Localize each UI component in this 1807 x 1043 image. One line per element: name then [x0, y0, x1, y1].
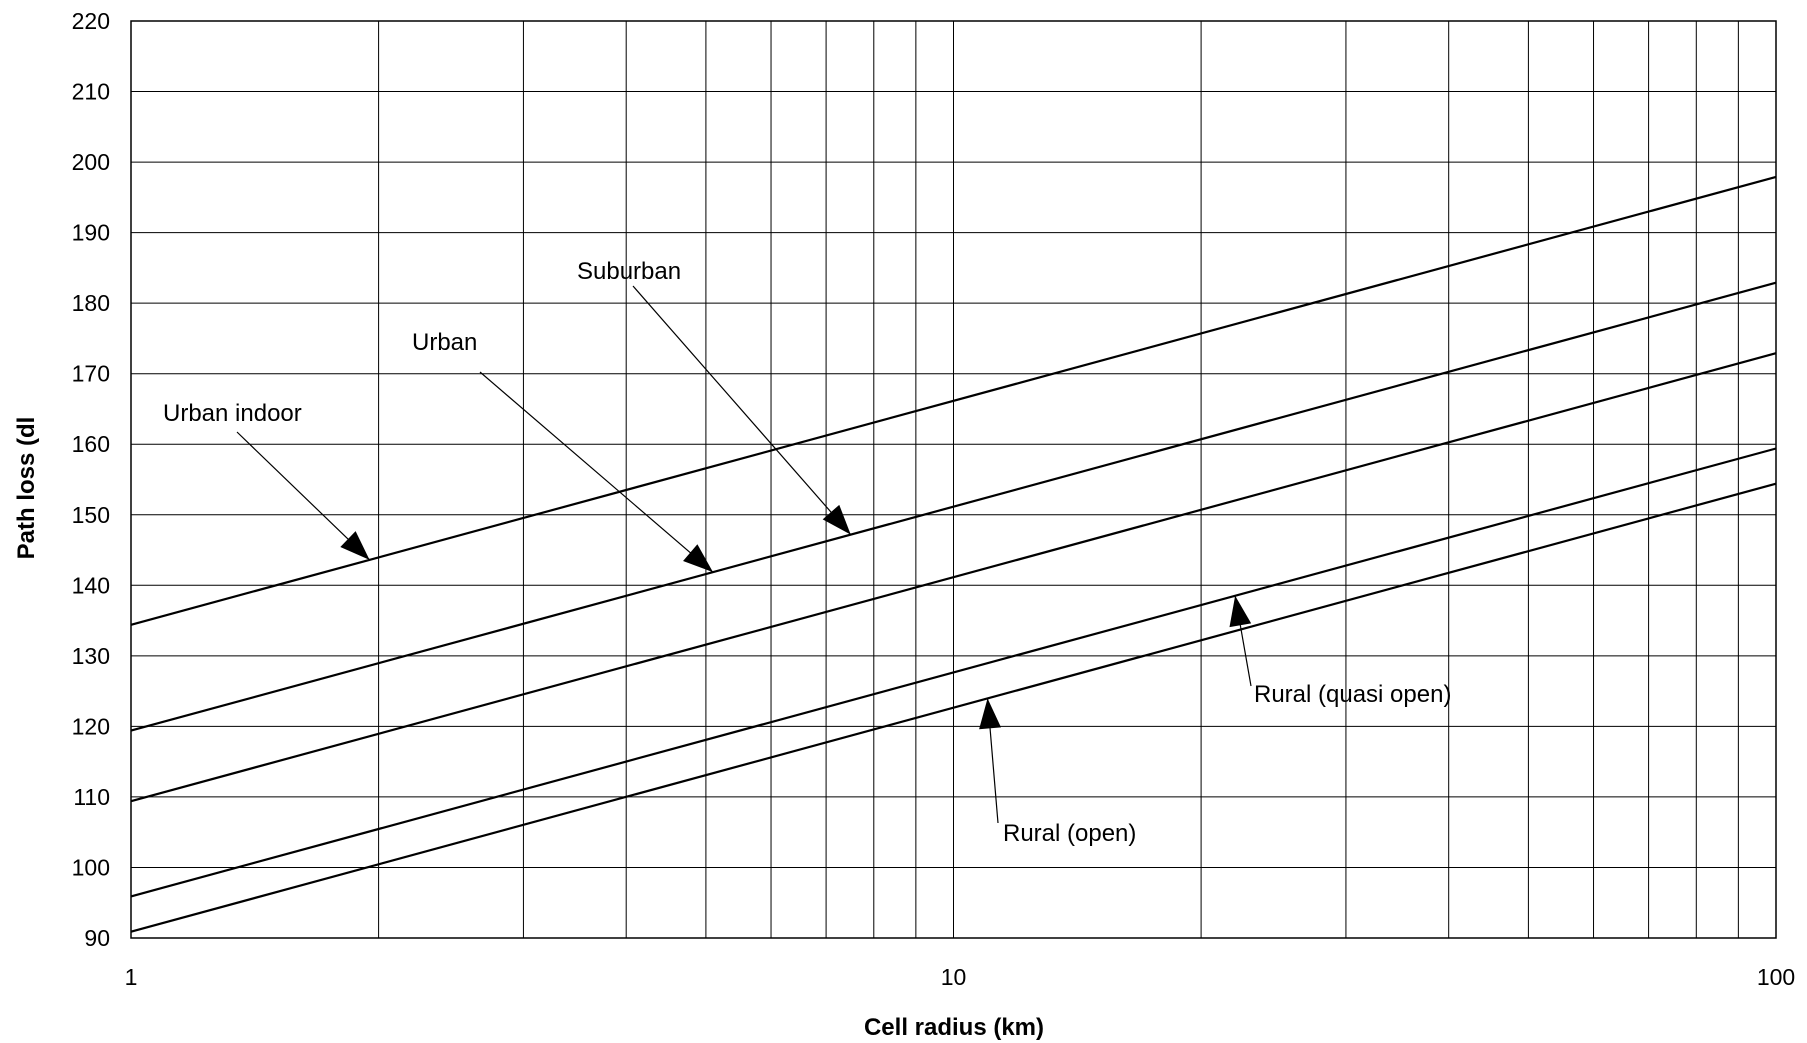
y-tick-label: 180 — [72, 290, 110, 316]
series-line-1 — [130, 175, 1777, 626]
series-line-3 — [130, 352, 1777, 803]
annotation-label: Suburban — [577, 258, 681, 285]
series-line-5 — [130, 482, 1777, 933]
y-tick-label: 100 — [72, 854, 110, 880]
grid — [130, 20, 1777, 939]
y-tick-label: 130 — [72, 643, 110, 669]
series-lines — [130, 175, 1777, 933]
x-tick-label: 10 — [941, 964, 967, 990]
y-tick-label: 90 — [84, 925, 110, 951]
annotation-arrowhead — [1229, 595, 1252, 628]
annotation-leader — [632, 285, 852, 536]
annotation-arrowhead — [683, 544, 713, 573]
annotation-arrowhead — [979, 698, 1002, 730]
x-tick-label: 1 — [125, 964, 138, 990]
y-tick-label: 150 — [72, 502, 110, 528]
y-tick-label: 200 — [72, 149, 110, 175]
annotation-label: Urban — [412, 329, 477, 356]
annotation-label: Rural (quasi open) — [1254, 681, 1451, 708]
plot-area-border — [130, 20, 1777, 939]
x-axis-title: Cell radius (km) — [864, 1014, 1044, 1041]
series-line-2 — [130, 281, 1777, 732]
y-tick-label: 190 — [72, 220, 110, 246]
y-tick-label: 210 — [72, 79, 110, 105]
annotation-arrowhead — [340, 531, 370, 560]
y-tick-label: 120 — [72, 713, 110, 739]
y-tick-label: 110 — [73, 784, 110, 810]
y-axis-title: Path loss (dl — [13, 417, 40, 560]
series-line-4 — [130, 447, 1777, 898]
y-tick-label: 170 — [72, 361, 110, 387]
x-tick-label: 100 — [1757, 964, 1795, 990]
y-tick-label: 160 — [72, 431, 110, 457]
y-tick-label: 140 — [72, 572, 110, 598]
annotations: Urban indoor Urban Suburban Rural (quasi op… — [163, 258, 1451, 847]
annotation-leader — [479, 371, 714, 573]
annotation-label: Rural (open) — [1003, 820, 1136, 847]
tick-labels: 9010011012013014015016017018019020021022… — [72, 8, 1796, 990]
annotation-arrowhead — [822, 504, 851, 535]
annotation-leader — [236, 431, 370, 561]
annotation-label: Urban indoor — [163, 400, 302, 427]
y-tick-label: 220 — [72, 8, 110, 34]
